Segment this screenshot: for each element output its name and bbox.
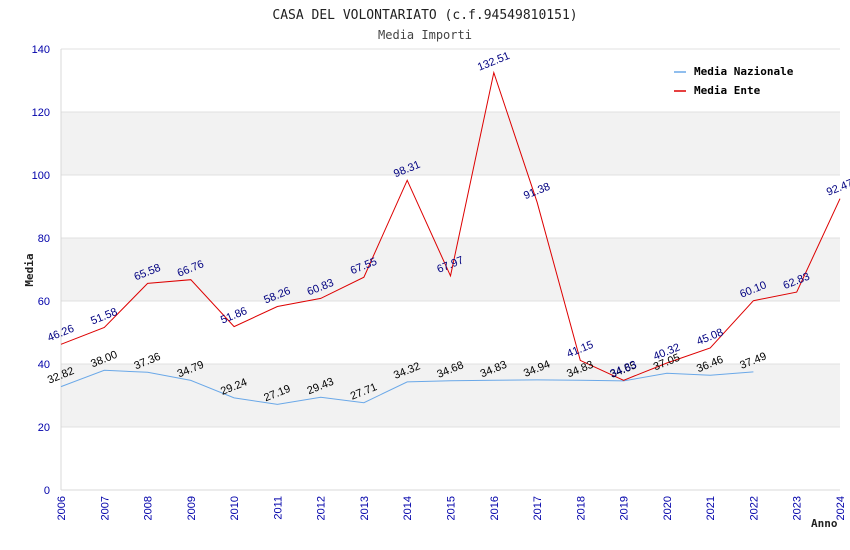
- legend: Media Nazionale Media Ente: [674, 65, 794, 97]
- data-label: 91.38: [522, 181, 552, 202]
- x-tick-label: 2007: [99, 496, 111, 520]
- x-tick-label: 2020: [662, 496, 674, 520]
- y-tick-label: 0: [44, 485, 50, 497]
- data-label: 45.08: [695, 326, 725, 347]
- series-line-1: [60, 70, 841, 381]
- x-tick-label: 2015: [446, 496, 458, 520]
- y-tick-label: 60: [38, 296, 50, 308]
- legend-label-media-ente: Media Ente: [694, 84, 761, 97]
- chart-title: CASA DEL VOLONTARIATO (c.f.94549810151): [272, 8, 577, 23]
- x-tick-label: 2012: [316, 496, 328, 520]
- x-tick-label: 2010: [229, 496, 241, 520]
- band-20: [61, 364, 840, 427]
- data-label: 51.58: [89, 306, 119, 327]
- x-tick-label: 2009: [186, 496, 198, 520]
- y-tick-label: 140: [32, 44, 50, 56]
- x-tick-label: 2011: [272, 496, 284, 520]
- data-label: 51.86: [219, 305, 249, 326]
- y-tick-label: 40: [38, 359, 50, 371]
- x-tick-label: 2023: [792, 496, 804, 520]
- x-tick-label: 2006: [56, 496, 68, 520]
- y-axis-label: Media: [23, 253, 36, 286]
- band-100: [61, 112, 840, 175]
- y-tick-label: 100: [32, 170, 50, 182]
- series-line-0: [60, 369, 754, 405]
- grid-lines: [61, 48, 840, 428]
- x-tick-label: 2021: [705, 496, 717, 520]
- x-tick-label: 2014: [402, 496, 414, 520]
- x-tick-label: 2018: [575, 496, 587, 520]
- x-tick-label: 2013: [359, 496, 371, 520]
- y-tick-label: 80: [38, 233, 50, 245]
- axes: 0 20 40 60 80 100 120 140 2006 2007 2008 2009 2010 20…: [32, 44, 847, 520]
- y-tick-label: 120: [32, 107, 50, 119]
- data-label: 92.47: [825, 177, 850, 198]
- x-tick-label: 2024: [835, 496, 847, 520]
- x-axis-label: Anno: [811, 517, 838, 530]
- band-60: [61, 238, 840, 301]
- data-label: 132.51: [476, 50, 512, 74]
- x-tick-label: 2017: [532, 496, 544, 520]
- series-lines: [60, 70, 841, 405]
- y-tick-label: 20: [38, 422, 50, 434]
- data-label: 41.15: [565, 339, 595, 360]
- x-tick-label: 2016: [489, 496, 501, 520]
- plot-bands: [61, 112, 840, 427]
- x-tick-label: 2008: [143, 496, 155, 520]
- x-tick-label: 2022: [748, 496, 760, 520]
- x-tick-label: 2019: [619, 496, 631, 520]
- legend-label-media-nazionale: Media Nazionale: [694, 65, 794, 78]
- chart-subtitle: Media Importi: [378, 28, 472, 42]
